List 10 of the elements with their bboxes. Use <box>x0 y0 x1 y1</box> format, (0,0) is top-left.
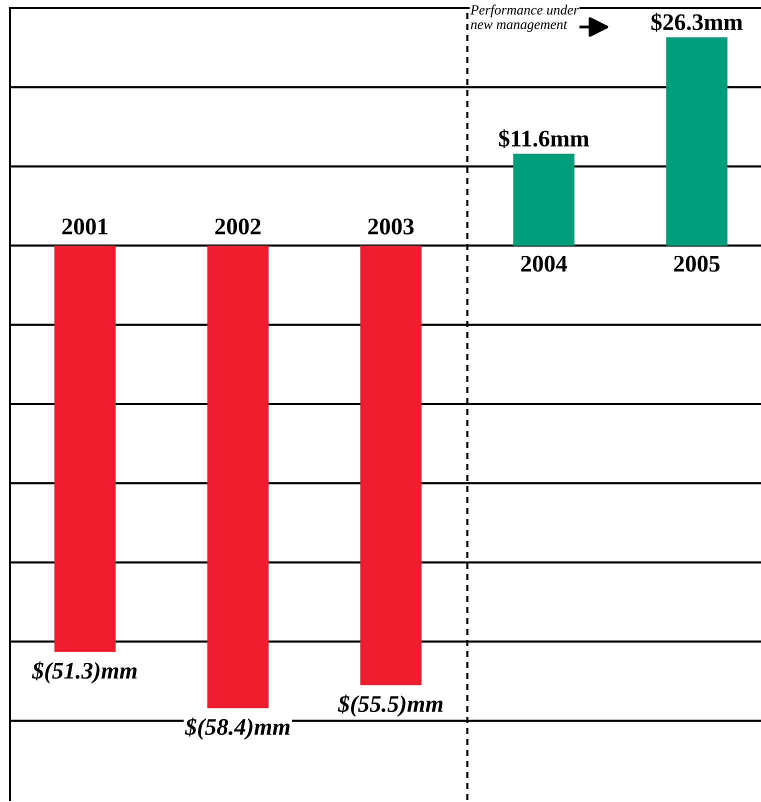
x-tick-label: 2002 <box>215 218 260 234</box>
data-label: $(58.4)mm <box>184 718 290 740</box>
data-label: $26.3mm <box>651 12 743 32</box>
x-tick-label: 2005 <box>674 256 720 272</box>
data-label: $(55.5)mm <box>338 694 443 717</box>
x-tick-label: 2004 <box>521 256 567 272</box>
data-label: $11.6mm <box>499 129 589 148</box>
x-tick-label: 2001 <box>62 218 108 234</box>
x-tick-label: 2003 <box>368 218 414 234</box>
data-label: $(51.3)mm <box>32 661 137 684</box>
